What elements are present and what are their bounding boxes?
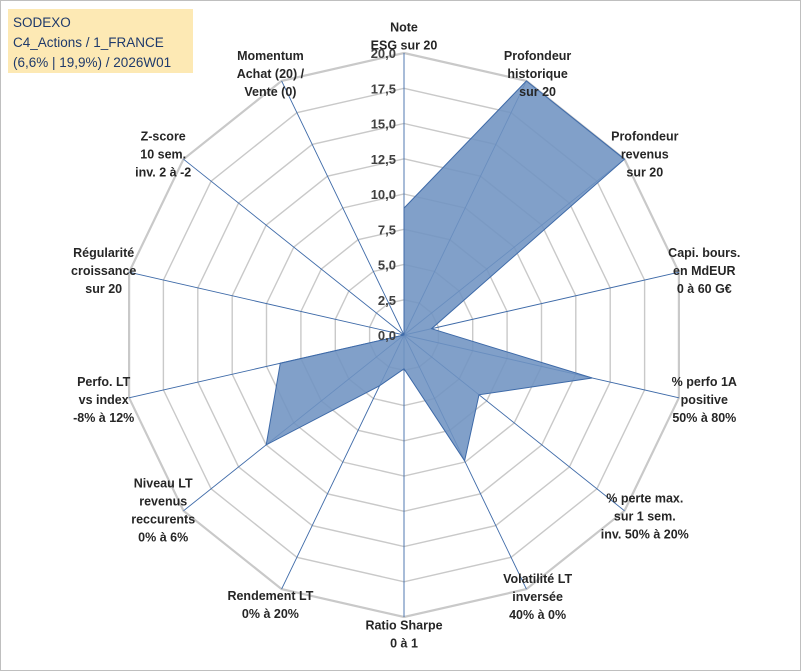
axis-label-11: Régularité croissance sur 20 bbox=[71, 246, 136, 296]
axis-label-7-line-1: 0 à 1 bbox=[390, 637, 418, 651]
axis-label-8: Rendement LT 0% à 20% bbox=[227, 589, 313, 621]
axis-label-11-line-1: croissance bbox=[71, 264, 136, 278]
axis-label-5-line-1: sur 1 sem. bbox=[614, 509, 676, 523]
axis-label-9-line-1: revenus bbox=[139, 495, 187, 509]
axis-label-5-line-0: % perte max. bbox=[606, 491, 683, 505]
axis-label-5: % perte max. sur 1 sem. inv. 50% à 20% bbox=[601, 491, 689, 541]
axis-label-5-line-2: inv. 50% à 20% bbox=[601, 527, 689, 541]
axis-label-2-line-0: Profondeur bbox=[611, 130, 678, 144]
tick-label-2: 5,0 bbox=[378, 258, 396, 273]
tick-label-3: 7,5 bbox=[378, 222, 396, 237]
radar-axis-labels: Note ESG sur 20 Profondeur historique sur 20… bbox=[71, 21, 740, 651]
axis-label-2-line-2: sur 20 bbox=[626, 166, 663, 180]
axis-label-9-line-0: Niveau LT bbox=[134, 477, 193, 491]
axis-label-6: Volatilité LT inversée 40% à 0% bbox=[503, 572, 572, 622]
axis-label-1-line-2: sur 20 bbox=[519, 85, 556, 99]
axis-label-6-line-1: inversée bbox=[512, 590, 563, 604]
axis-label-13-line-2: Vente (0) bbox=[244, 85, 296, 99]
tick-label-4: 10,0 bbox=[371, 187, 396, 202]
axis-label-0-line-1: ESG sur 20 bbox=[371, 39, 438, 53]
axis-label-9-line-2: reccurents bbox=[131, 513, 195, 527]
axis-label-7: Ratio Sharpe 0 à 1 bbox=[365, 619, 442, 651]
axis-label-13-line-0: Momentum bbox=[237, 49, 304, 63]
tick-label-7: 17,5 bbox=[371, 81, 396, 96]
chart-header-box: SODEXO C4_Actions / 1_FRANCE (6,6% | 19,… bbox=[8, 9, 193, 73]
axis-label-4: % perfo 1A positive 50% à 80% bbox=[672, 375, 737, 425]
spoke-3 bbox=[403, 271, 680, 336]
axis-label-1-line-0: Profondeur bbox=[504, 49, 571, 63]
axis-label-6-line-0: Volatilité LT bbox=[503, 572, 572, 586]
axis-label-9: Niveau LT revenus reccurents 0% à 6% bbox=[131, 477, 195, 545]
spoke-11 bbox=[128, 271, 405, 336]
axis-label-8-line-1: 0% à 20% bbox=[242, 607, 299, 621]
axis-label-3-line-2: 0 à 60 G€ bbox=[677, 282, 732, 296]
axis-label-2: Profondeur revenus sur 20 bbox=[611, 130, 678, 180]
axis-label-13-line-1: Achat (20) / bbox=[237, 67, 305, 81]
axis-label-4-line-0: % perfo 1A bbox=[672, 375, 737, 389]
axis-label-10-line-2: -8% à 12% bbox=[73, 411, 134, 425]
axis-label-11-line-0: Régularité bbox=[73, 246, 134, 260]
axis-label-4-line-1: positive bbox=[681, 393, 728, 407]
radar-tick-labels: 0,0 2,5 5,0 7,5 10,0 12,5 15,0 17,5 20,0 bbox=[371, 46, 396, 343]
axis-label-12-line-1: 10 sem. bbox=[140, 148, 186, 162]
axis-label-9-line-3: 0% à 6% bbox=[138, 531, 188, 545]
axis-label-3: Capi. bours. en MdEUR 0 à 60 G€ bbox=[668, 246, 740, 296]
axis-label-1-line-1: historique bbox=[507, 67, 567, 81]
axis-label-4-line-2: 50% à 80% bbox=[672, 411, 736, 425]
axis-label-7-line-0: Ratio Sharpe bbox=[365, 619, 442, 633]
axis-label-2-line-1: revenus bbox=[621, 148, 669, 162]
axis-label-0: Note ESG sur 20 bbox=[371, 21, 438, 53]
header-period: (6,6% | 19,9%) / 2026W01 bbox=[13, 55, 172, 70]
axis-label-10-line-1: vs index bbox=[79, 393, 129, 407]
tick-label-5: 12,5 bbox=[371, 152, 396, 167]
tick-label-8: 20,0 bbox=[371, 46, 396, 61]
axis-label-12: Z-score 10 sem. inv. 2 à -2 bbox=[135, 130, 191, 180]
axis-label-13: Momentum Achat (20) / Vente (0) bbox=[237, 49, 305, 99]
axis-label-0-line-0: Note bbox=[390, 21, 418, 35]
axis-label-8-line-0: Rendement LT bbox=[227, 589, 313, 603]
axis-label-12-line-2: inv. 2 à -2 bbox=[135, 166, 191, 180]
axis-label-1: Profondeur historique sur 20 bbox=[504, 49, 571, 99]
axis-label-3-line-1: en MdEUR bbox=[673, 264, 736, 278]
header-company: SODEXO bbox=[13, 15, 71, 30]
tick-label-1: 2,5 bbox=[378, 293, 396, 308]
axis-label-11-line-2: sur 20 bbox=[85, 282, 122, 296]
radar-series bbox=[265, 80, 626, 463]
axis-label-10-line-0: Perfo. LT bbox=[77, 375, 131, 389]
spoke-12 bbox=[183, 158, 405, 336]
spoke-13 bbox=[281, 80, 405, 336]
axis-label-6-line-2: 40% à 0% bbox=[509, 608, 566, 622]
series-area bbox=[265, 80, 626, 463]
tick-label-0: 0,0 bbox=[378, 328, 396, 343]
axis-label-10: Perfo. LT vs index -8% à 12% bbox=[73, 375, 134, 425]
header-segment: C4_Actions / 1_FRANCE bbox=[13, 35, 164, 50]
axis-label-12-line-0: Z-score bbox=[141, 130, 186, 144]
tick-label-6: 15,0 bbox=[371, 117, 396, 132]
axis-label-3-line-0: Capi. bours. bbox=[668, 246, 740, 260]
